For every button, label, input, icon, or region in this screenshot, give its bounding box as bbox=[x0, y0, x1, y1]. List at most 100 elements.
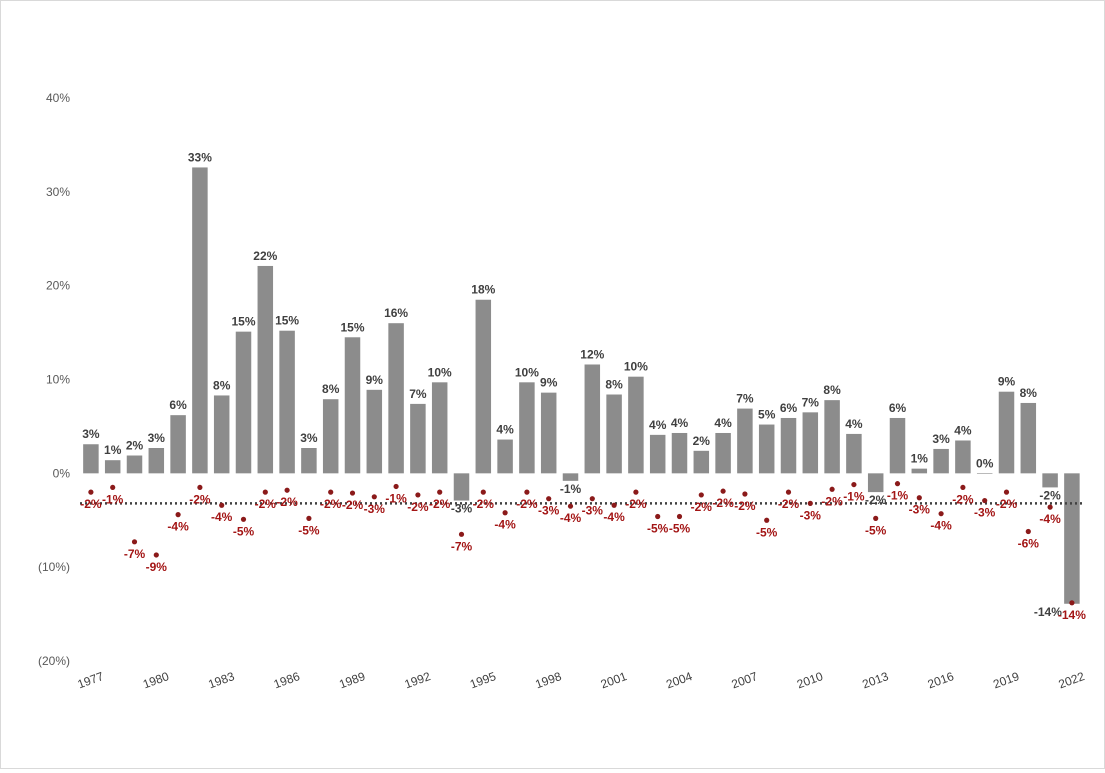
bar bbox=[780, 417, 797, 474]
x-tick-label: 2013 bbox=[860, 669, 890, 691]
point-data-label: -5% bbox=[233, 524, 255, 538]
x-tick-label: 1980 bbox=[141, 669, 171, 691]
point-data-label: -3% bbox=[974, 506, 996, 520]
point-data-label: -2% bbox=[952, 492, 974, 506]
bar bbox=[519, 382, 535, 474]
point-data-label: -2% bbox=[625, 497, 647, 511]
x-tick-label: 1995 bbox=[468, 669, 498, 691]
point-marker bbox=[110, 484, 116, 491]
point-data-label: -5% bbox=[756, 525, 778, 539]
bar bbox=[998, 391, 1015, 474]
point-data-label: -7% bbox=[451, 539, 473, 553]
bar bbox=[867, 473, 884, 493]
x-tick-label: 2010 bbox=[795, 669, 825, 691]
bar-data-label: 18% bbox=[471, 283, 495, 297]
point-data-label: -2% bbox=[407, 500, 429, 514]
bar bbox=[301, 447, 317, 474]
point-marker bbox=[306, 515, 312, 521]
x-tick-label: 1983 bbox=[206, 669, 236, 691]
point-data-label: -2% bbox=[821, 494, 843, 508]
bar-data-label: 9% bbox=[366, 373, 384, 387]
y-axis: (20%) (10%) 0% 10% 20% 30% 40% bbox=[38, 91, 70, 668]
bar-data-label: 4% bbox=[954, 423, 972, 437]
point-marker bbox=[175, 512, 181, 518]
point-marker bbox=[546, 496, 552, 502]
point-series: -2% -1%-7%-9%-4%-2%-4%-5%-2% -2%-5%-2% -2% -… bbox=[80, 481, 1086, 622]
bar bbox=[933, 448, 949, 474]
point-marker bbox=[524, 489, 530, 495]
bar bbox=[170, 415, 186, 474]
bar bbox=[1042, 473, 1058, 488]
point-data-label: -2% bbox=[80, 497, 102, 511]
point-marker bbox=[589, 496, 595, 502]
bar bbox=[606, 394, 622, 474]
point-marker bbox=[458, 531, 465, 537]
point-data-label: -1% bbox=[887, 489, 909, 503]
bar bbox=[671, 432, 688, 474]
point-marker bbox=[88, 489, 94, 495]
bar-data-label: 0% bbox=[976, 456, 994, 470]
point-data-label: -7% bbox=[124, 547, 146, 561]
point-marker bbox=[349, 490, 356, 496]
point-data-label: -5% bbox=[865, 523, 887, 537]
bar-data-label: 6% bbox=[889, 401, 907, 415]
point-marker bbox=[894, 481, 901, 487]
bar-data-label: 10% bbox=[428, 365, 452, 379]
bar bbox=[322, 399, 339, 474]
bar bbox=[628, 376, 644, 474]
point-data-label: -4% bbox=[494, 518, 516, 532]
point-marker bbox=[633, 489, 639, 495]
point-data-label: -3% bbox=[364, 502, 386, 516]
point-marker bbox=[1047, 504, 1053, 510]
bar-data-label: 4% bbox=[649, 418, 667, 432]
y-tick-label: 20% bbox=[46, 279, 70, 293]
bar bbox=[1064, 473, 1080, 604]
point-marker bbox=[502, 510, 508, 516]
point-data-label: -3% bbox=[800, 508, 822, 522]
point-data-label: -2% bbox=[342, 498, 364, 512]
bar-data-label: 6% bbox=[780, 401, 798, 415]
point-data-label: -6% bbox=[1018, 537, 1040, 551]
bar-data-label: 8% bbox=[322, 382, 340, 396]
x-tick-label: 1998 bbox=[533, 669, 563, 691]
bar bbox=[192, 167, 208, 474]
point-marker bbox=[785, 489, 792, 495]
bar-data-label: 4% bbox=[845, 417, 863, 431]
x-axis: 1977 1980 1983 1986 1989 1992 1995 1998 2001 2004… bbox=[76, 669, 1087, 691]
point-marker bbox=[437, 489, 443, 495]
bar bbox=[366, 389, 383, 474]
bar bbox=[279, 330, 295, 474]
point-marker bbox=[284, 487, 290, 493]
bar bbox=[562, 473, 579, 481]
point-data-label: -14% bbox=[1058, 608, 1086, 622]
bar-data-label: 10% bbox=[624, 360, 648, 374]
x-tick-label: 1977 bbox=[76, 669, 106, 691]
bar bbox=[497, 439, 513, 474]
bar bbox=[475, 299, 492, 474]
bar-data-label: 1% bbox=[911, 452, 929, 466]
point-data-label: -2% bbox=[712, 496, 734, 510]
bar bbox=[83, 444, 99, 474]
bar-data-label: 9% bbox=[998, 375, 1016, 389]
bar-data-label: 5% bbox=[758, 408, 776, 422]
bar-data-label: -2% bbox=[865, 493, 887, 507]
x-tick-label: 1992 bbox=[403, 669, 433, 691]
point-data-label: -5% bbox=[669, 521, 691, 535]
point-data-label: -5% bbox=[647, 521, 669, 535]
point-data-label: -3% bbox=[909, 503, 931, 517]
point-marker bbox=[328, 489, 334, 495]
point-marker bbox=[415, 492, 421, 498]
point-data-label: -4% bbox=[560, 511, 582, 525]
bar-data-label: 4% bbox=[496, 423, 514, 437]
bar-data-label: 3% bbox=[300, 431, 318, 445]
point-data-label: -2% bbox=[276, 495, 298, 509]
point-data-label: -2% bbox=[320, 497, 342, 511]
point-marker bbox=[567, 503, 574, 509]
bar bbox=[824, 400, 840, 474]
point-marker bbox=[371, 494, 377, 500]
point-data-label: -2% bbox=[429, 497, 451, 511]
point-data-label: -2% bbox=[734, 499, 756, 513]
x-tick-label: 2004 bbox=[664, 669, 694, 691]
